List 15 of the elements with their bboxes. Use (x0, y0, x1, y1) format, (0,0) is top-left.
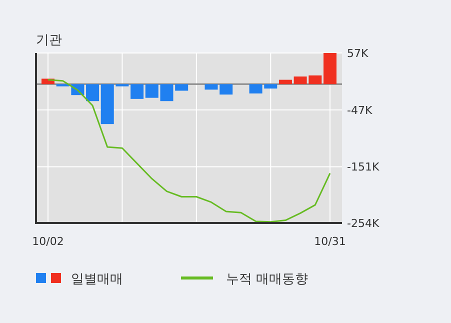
y-tick-label: -254K (347, 217, 380, 230)
y-tick-label: -151K (347, 160, 380, 174)
bar (278, 80, 292, 84)
line-series (47, 79, 331, 223)
bar (175, 84, 188, 91)
legend-label: 누적 매매동향 (226, 272, 308, 287)
y-tick-label: 57K (347, 47, 369, 60)
chart-title: 기관 (36, 33, 62, 48)
x-tick-label: 10/02 (32, 235, 64, 248)
x-tick-label: 10/31 (314, 235, 346, 248)
legend-label: 일별매매 (71, 272, 123, 287)
bar (130, 84, 144, 99)
y-tick-label: -47K (347, 104, 373, 117)
bar (86, 84, 100, 102)
bar (324, 53, 336, 84)
